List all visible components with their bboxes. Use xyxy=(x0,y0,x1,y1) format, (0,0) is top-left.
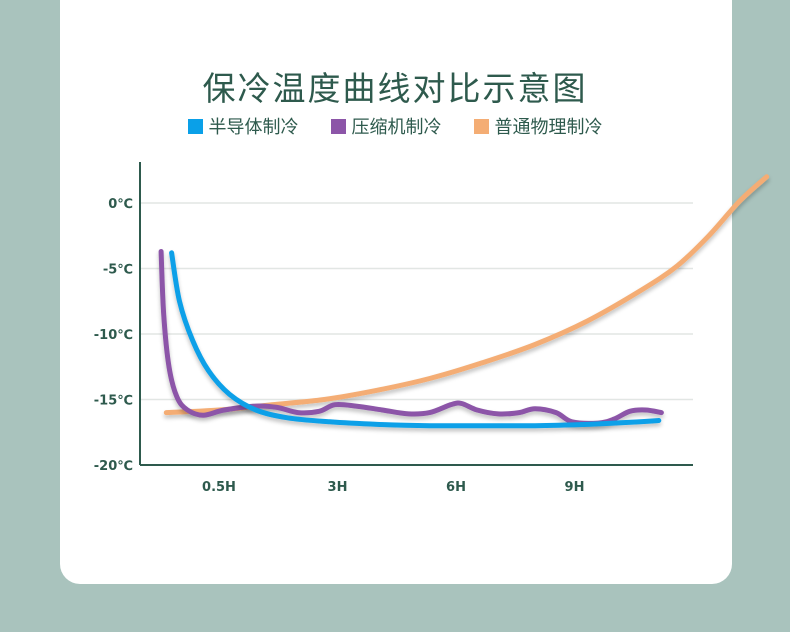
x-axis-ticks: 0.5H 3H 6H 9H xyxy=(202,480,584,495)
series-lines xyxy=(158,174,770,429)
legend: 半导体制冷 压缩机制冷 普通物理制冷 xyxy=(0,113,790,139)
legend-label-compressor: 压缩机制冷 xyxy=(351,117,442,138)
x-tick-label-3: 9H xyxy=(565,480,585,495)
x-tick-label-0: 0.5H xyxy=(202,480,236,495)
legend-item-semiconductor: 半导体制冷 xyxy=(187,113,299,139)
legend-swatch-physical xyxy=(473,118,489,134)
series-line-physical xyxy=(163,174,770,416)
y-tick-label-3: -15℃ xyxy=(94,394,133,409)
y-tick-label-4: -20℃ xyxy=(94,459,133,474)
x-tick-label-2: 6H xyxy=(446,480,466,495)
legend-item-compressor: 压缩机制冷 xyxy=(330,113,442,139)
x-tick-label-1: 3H xyxy=(328,480,348,495)
legend-item-physical: 普通物理制冷 xyxy=(473,113,603,139)
chart-card xyxy=(60,0,732,584)
legend-label-semiconductor: 半导体制冷 xyxy=(208,117,299,138)
legend-label-physical: 普通物理制冷 xyxy=(494,117,603,138)
series-line-semiconductor xyxy=(169,250,662,429)
y-tick-label-1: -5℃ xyxy=(103,263,133,278)
y-axis-ticks: 0℃ -5℃ -10℃ -15℃ -20℃ xyxy=(94,197,133,474)
chart-title: 保冷温度曲线对比示意图 xyxy=(202,69,588,108)
grid-lines xyxy=(140,202,693,401)
y-tick-label-2: -10℃ xyxy=(94,328,133,343)
legend-swatch-semiconductor xyxy=(187,118,203,134)
y-tick-label-0: 0℃ xyxy=(108,197,133,212)
legend-swatch-compressor xyxy=(330,118,346,134)
